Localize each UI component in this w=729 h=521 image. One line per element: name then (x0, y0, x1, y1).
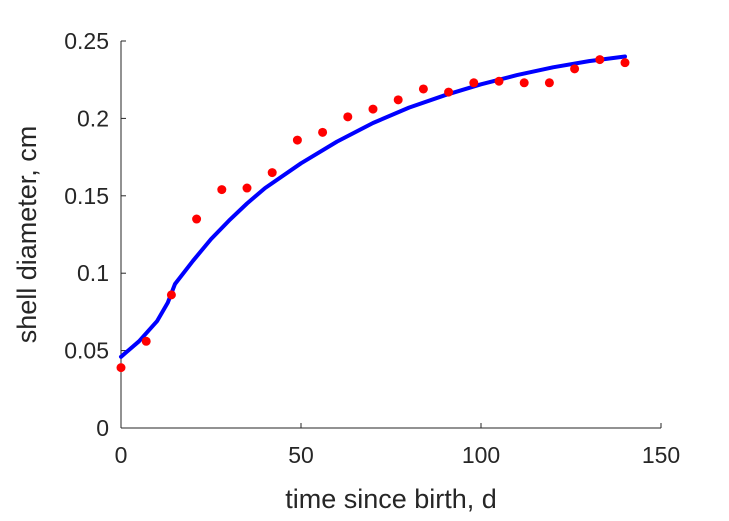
data-points-layer (116, 55, 630, 373)
y-axis-label: shell diameter, cm (12, 126, 42, 344)
x-tick-label: 150 (642, 442, 680, 468)
data-point (267, 168, 277, 178)
y-tick-label: 0.1 (77, 260, 109, 286)
data-point (292, 135, 302, 145)
fit-curve-layer (119, 54, 627, 359)
x-tick-label: 50 (288, 442, 314, 468)
data-point (570, 64, 580, 74)
y-tick-label: 0.2 (77, 105, 109, 131)
data-point (368, 104, 378, 114)
data-point (469, 78, 479, 88)
y-tick-label: 0 (96, 415, 109, 441)
y-tick-label: 0.15 (64, 183, 109, 209)
data-point (242, 183, 252, 193)
y-tick-label: 0.05 (64, 338, 109, 364)
x-tick-label: 100 (462, 442, 500, 468)
data-point (343, 112, 353, 122)
x-axis-label: time since birth, d (285, 484, 497, 514)
data-point (141, 336, 151, 346)
fit-curve (119, 54, 627, 359)
data-point (494, 76, 504, 86)
data-point (192, 214, 202, 224)
data-point (620, 58, 630, 68)
data-point (595, 55, 605, 65)
data-point (393, 95, 403, 105)
data-point (116, 363, 126, 373)
axes (120, 41, 661, 429)
data-point (418, 84, 428, 94)
data-point (166, 290, 176, 300)
data-point (217, 185, 227, 195)
x-tick-label: 0 (115, 442, 128, 468)
data-point (544, 78, 554, 88)
data-point (519, 78, 529, 88)
ticks: 0 50 100 150 0 0.05 0.1 0.15 0.2 0.25 (64, 28, 680, 468)
y-tick-label: 0.25 (64, 28, 109, 54)
data-point (444, 87, 454, 97)
data-point (318, 127, 328, 137)
